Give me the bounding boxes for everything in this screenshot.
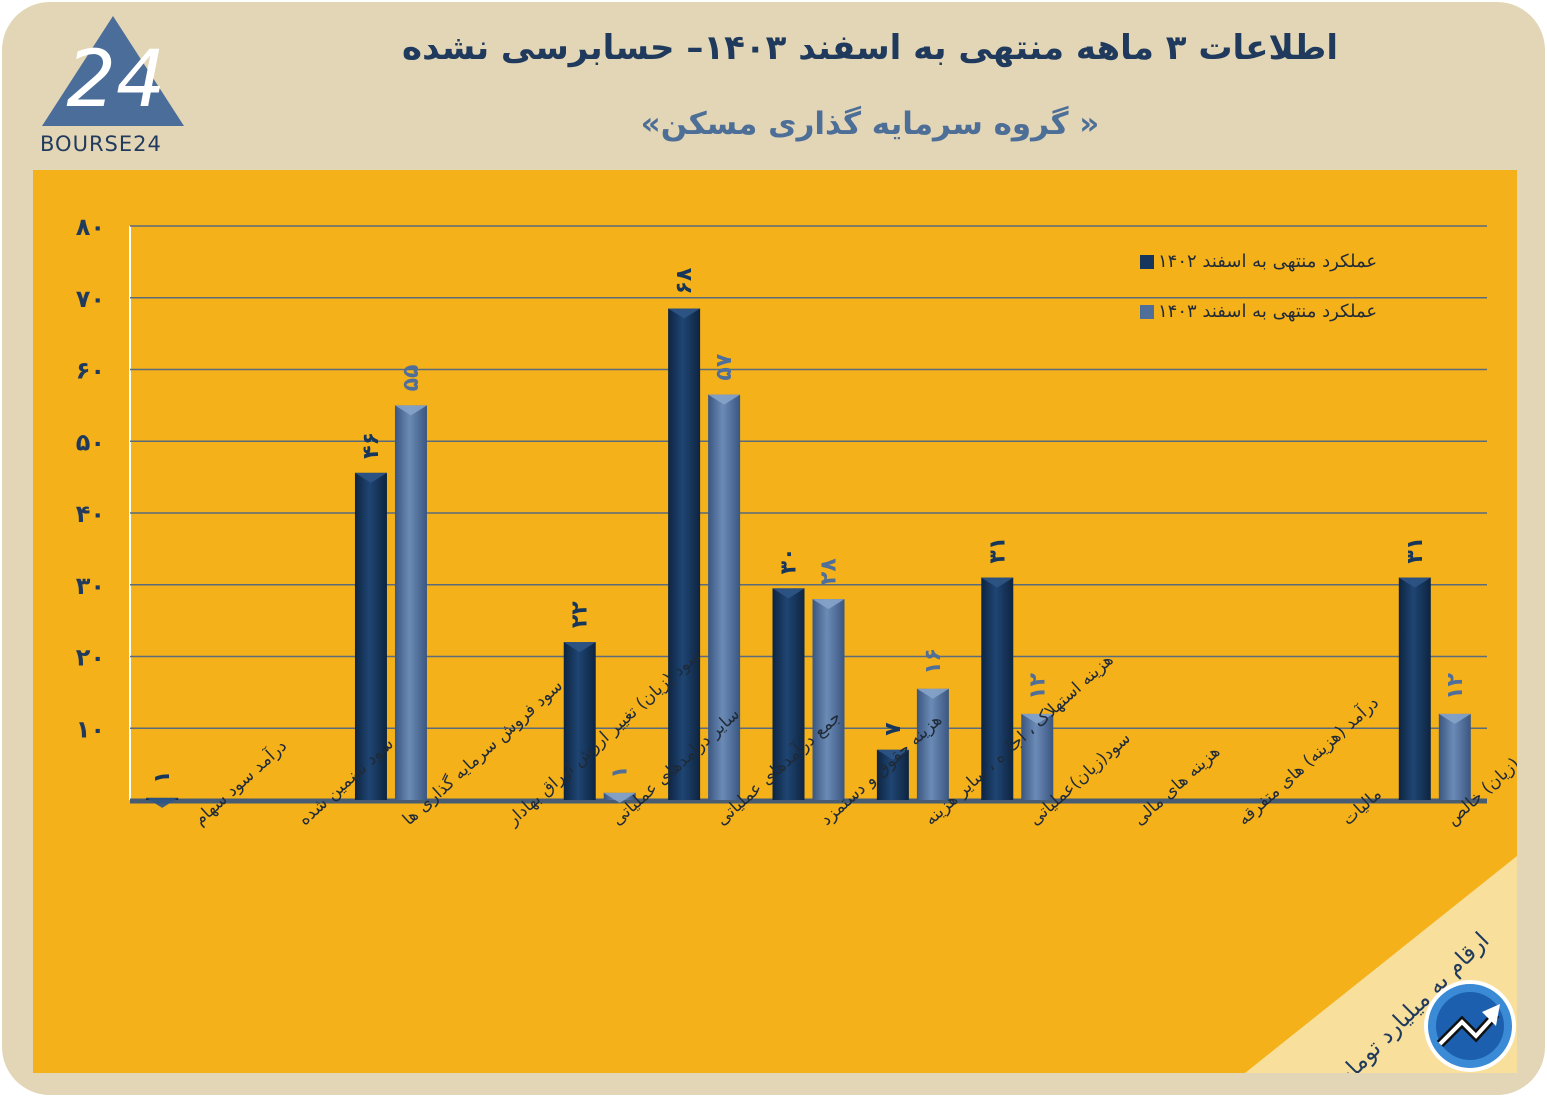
bar-cap bbox=[354, 472, 387, 483]
bar-series-1 bbox=[772, 588, 805, 800]
bar-cap bbox=[1021, 713, 1054, 724]
data-label: ۱۲ bbox=[1025, 672, 1050, 699]
bourse24-logo-icon: 24 bbox=[42, 16, 184, 126]
data-label: ۵۵ bbox=[399, 365, 424, 392]
data-label: ۵۷ bbox=[712, 353, 737, 380]
y-tick-label: ۲۰ bbox=[76, 644, 105, 672]
bar-series-2 bbox=[394, 405, 427, 800]
bar-cap bbox=[1398, 577, 1431, 588]
bar-cap bbox=[708, 394, 741, 405]
legend-swatch bbox=[1140, 305, 1154, 319]
data-label: ۳۱ bbox=[985, 537, 1010, 564]
data-label: ۱ bbox=[608, 765, 633, 778]
bar-cap bbox=[772, 588, 805, 599]
bar-series-2 bbox=[1021, 713, 1054, 800]
y-tick-label: ۵۰ bbox=[76, 428, 105, 456]
data-label: ۳۱ bbox=[1403, 537, 1428, 564]
bar-cap bbox=[916, 688, 949, 699]
bar-cap bbox=[1438, 713, 1471, 724]
data-label: ۲۲ bbox=[568, 601, 593, 628]
bar-cap bbox=[876, 749, 909, 760]
bar-cap bbox=[812, 599, 845, 610]
data-label: ۶۸ bbox=[672, 267, 697, 294]
y-tick-label: ۳۰ bbox=[76, 572, 105, 600]
bar-series-2 bbox=[916, 688, 949, 800]
bar-cap bbox=[981, 577, 1014, 588]
legend-label: عملکرد منتهی به اسفند ۱۴۰۲ bbox=[1158, 251, 1377, 272]
chart-title: اطلاعات ۳ ماهه منتهی به اسفند ۱۴۰۳– حساب… bbox=[402, 28, 1338, 68]
bar-cap bbox=[146, 797, 179, 808]
bar-cap bbox=[603, 792, 636, 803]
trend-arrow-icon bbox=[1424, 980, 1516, 1072]
bar-cap bbox=[563, 642, 596, 653]
y-tick-label: ۴۰ bbox=[76, 500, 105, 528]
bar-series-1 bbox=[354, 472, 387, 800]
bar-series-1 bbox=[981, 577, 1014, 800]
y-tick-label: ۶۰ bbox=[76, 357, 105, 385]
bar-series-1 bbox=[1398, 577, 1431, 800]
bar-series-1 bbox=[668, 308, 701, 800]
data-label: ۴۶ bbox=[359, 432, 384, 459]
y-tick-label: ۸۰ bbox=[76, 213, 105, 241]
bar-series-2 bbox=[812, 599, 845, 800]
bar-cap bbox=[668, 308, 701, 319]
data-label: ۳۰ bbox=[777, 547, 802, 574]
bar-series-2 bbox=[708, 394, 741, 800]
data-label: ۷ bbox=[881, 722, 906, 736]
data-label: ۱۲ bbox=[1443, 672, 1468, 699]
y-tick-label: ۱۰ bbox=[76, 715, 105, 743]
data-label: ۲۸ bbox=[817, 558, 842, 585]
legend-swatch bbox=[1140, 255, 1154, 269]
legend-label: عملکرد منتهی به اسفند ۱۴۰۳ bbox=[1158, 301, 1377, 322]
bar-series-1 bbox=[563, 642, 596, 800]
bar-series-2 bbox=[1438, 713, 1471, 800]
data-label: ۱۶ bbox=[921, 648, 946, 675]
bar-cap bbox=[394, 405, 427, 416]
data-label: ۱ bbox=[150, 770, 175, 783]
y-tick-label: ۷۰ bbox=[76, 285, 105, 313]
logo-mark: 24 bbox=[66, 35, 165, 125]
chart-subtitle: « گروه سرمایه گذاری مسکن» bbox=[640, 106, 1100, 142]
brand-name: BOURSE24 bbox=[40, 132, 162, 156]
